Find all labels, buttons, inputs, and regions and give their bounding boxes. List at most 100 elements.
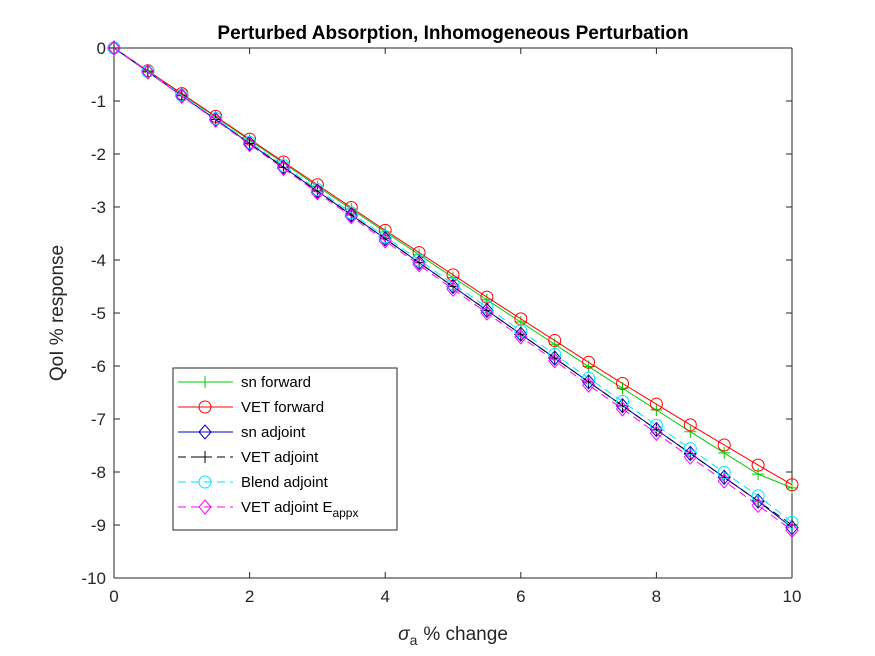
data-point: [751, 458, 765, 472]
data-point: [412, 257, 426, 273]
legend-label-main: VET forward: [241, 399, 324, 416]
series-1: [107, 41, 799, 492]
data-point: [616, 376, 629, 390]
data-point: [175, 88, 189, 104]
data-point: [751, 497, 765, 514]
x-axis-label-symbol: σ: [398, 624, 411, 645]
data-point: [310, 184, 325, 201]
data-point: [615, 401, 630, 417]
legend-item: VET adjoint Eappx: [178, 499, 358, 520]
data-point: [717, 473, 731, 489]
series-5: [107, 40, 799, 539]
data-point: [718, 446, 731, 459]
data-point: [683, 418, 697, 432]
data-point: [344, 206, 358, 220]
x-tick-label: 2: [245, 587, 254, 606]
data-point: [785, 515, 799, 529]
y-tick-label: -7: [91, 410, 106, 429]
legend-item: sn adjoint: [178, 424, 306, 441]
legend-item: VET forward: [178, 399, 324, 416]
data-point: [446, 277, 460, 291]
x-tick-label: 0: [109, 587, 118, 606]
y-tick-label: -6: [91, 357, 106, 376]
legend-marker: [199, 376, 211, 388]
data-point: [582, 355, 596, 369]
legend: sn forward VET forward sn adjoint VET adjoi…: [172, 367, 398, 531]
data-point: [344, 208, 358, 225]
x-tick-label: 4: [380, 587, 389, 606]
y-tick-label: -5: [91, 304, 106, 323]
data-point: [548, 352, 562, 369]
legend-box: [172, 367, 398, 531]
series-line: [113, 47, 793, 531]
y-axis-label: QoI % response: [47, 245, 68, 381]
data-point: [751, 489, 765, 503]
data-point: [786, 481, 798, 494]
data-point: [752, 468, 765, 481]
legend-label: VET forward: [241, 399, 324, 416]
y-tick-label: -3: [91, 198, 106, 217]
data-point: [786, 519, 798, 531]
data-point: [717, 438, 731, 452]
data-point: [276, 160, 291, 177]
x-axis-label-text: % change: [423, 624, 508, 645]
data-point: [107, 40, 121, 56]
data-point: [243, 137, 256, 150]
legend-marker: [198, 400, 212, 414]
data-point: [480, 305, 494, 321]
data-point: [684, 425, 697, 438]
y-tick-label: -1: [91, 92, 106, 111]
legend-label: VET adjoint: [241, 449, 319, 466]
data-point: [141, 64, 155, 80]
legend-label-subscript: appx: [332, 506, 358, 520]
data-point: [446, 281, 460, 297]
x-axis-label-subscript: a: [410, 632, 418, 648]
data-point: [514, 326, 528, 342]
legend-marker: [198, 424, 212, 440]
legend-label-main: VET adjoint E: [241, 499, 332, 516]
legend-item: VET adjoint: [178, 449, 319, 466]
legend-label-main: VET adjoint: [241, 449, 319, 466]
data-point: [514, 329, 528, 345]
data-point: [243, 135, 257, 149]
y-tick-label: -8: [91, 463, 106, 482]
data-point: [378, 233, 392, 249]
data-point: [649, 397, 663, 411]
legend-item: Blend adjoint: [178, 474, 329, 491]
legend-label: sn adjoint: [241, 424, 306, 441]
data-point: [581, 377, 596, 393]
data-point: [785, 522, 799, 539]
legend-label: Blend adjoint: [241, 474, 329, 491]
data-point: [752, 495, 765, 508]
legend-label-main: Blend adjoint: [241, 474, 329, 491]
legend-item: sn forward: [178, 374, 311, 391]
data-point: [785, 478, 799, 492]
y-tick-label: -10: [81, 569, 106, 588]
data-point: [242, 136, 257, 153]
y-tick-label: -2: [91, 145, 106, 164]
series-4: [107, 41, 799, 529]
x-tick-label: 6: [516, 587, 525, 606]
data-point: [344, 207, 358, 223]
data-point: [310, 183, 324, 197]
data-point: [277, 159, 290, 173]
y-tick-label: -9: [91, 516, 106, 535]
legend-marker: [198, 475, 212, 489]
data-point: [616, 395, 629, 409]
data-point: [548, 334, 562, 348]
data-point: [480, 302, 494, 319]
legend-label-main: sn adjoint: [241, 424, 306, 441]
x-axis-label: σa % change: [398, 624, 508, 648]
data-point: [649, 421, 664, 438]
data-point: [209, 112, 223, 128]
data-point: [717, 466, 731, 480]
y-tick-label: -4: [91, 251, 106, 270]
data-point: [649, 425, 664, 442]
data-point: [649, 418, 663, 432]
chart-title: Perturbed Absorption, Inhomogeneous Pert…: [217, 23, 688, 44]
x-tick-label: 10: [783, 587, 802, 606]
legend-label: VET adjoint Eappx: [241, 499, 358, 520]
series-line: [113, 47, 793, 486]
data-point: [683, 449, 697, 465]
